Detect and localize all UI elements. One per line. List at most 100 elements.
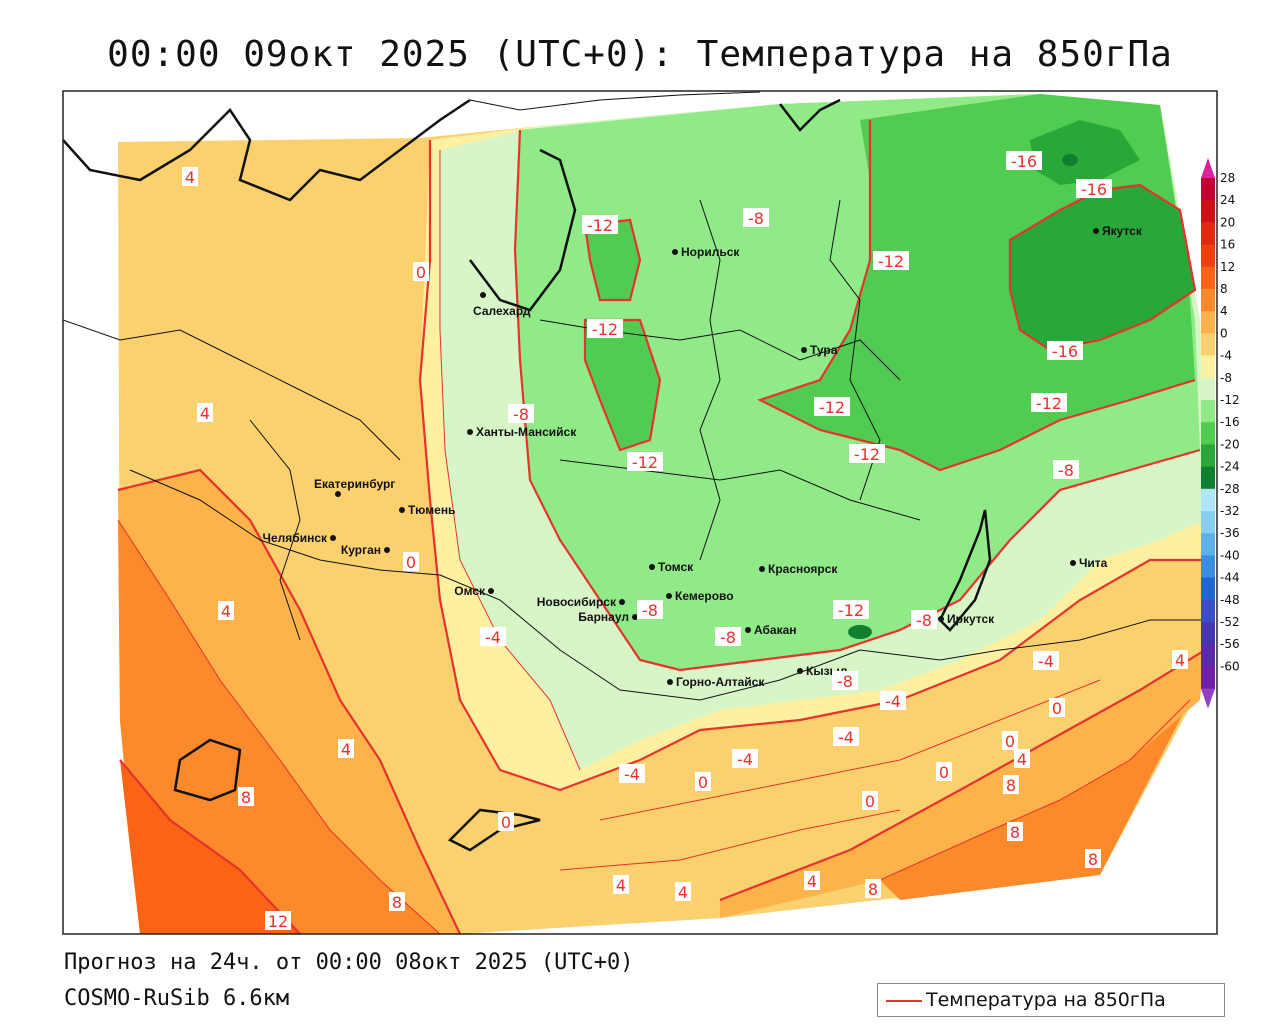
isotherm-label-bg [743,208,769,227]
colorbar-segment [1201,444,1215,468]
colorbar-segment [1201,466,1215,490]
isotherm-label-bg [197,403,213,422]
isotherm-label: 8 [392,893,402,912]
colorbar-segment [1201,599,1215,623]
city-label: Омск [454,584,486,598]
isotherm-label: -12 [592,320,618,339]
isotherm-label: -8 [748,209,764,228]
isotherm-label-bg [582,215,618,234]
city-dot [938,616,944,622]
city-dot [672,249,678,255]
colorbar-segment [1201,333,1215,357]
colorbar-segment [1201,266,1215,290]
city-label: Красноярск [768,562,838,576]
isotherm-label: -12 [838,601,864,620]
colorbar-tick-label: -60 [1220,659,1240,673]
colorbar-tick-label: -12 [1220,393,1240,407]
isotherm-label: -12 [587,216,613,235]
isotherm-label: 8 [241,788,251,807]
isotherm-label: -16 [1052,342,1078,361]
isotherm-label: 0 [1005,732,1015,751]
isotherm-label: -4 [885,692,901,711]
city-label: Салехард [473,304,531,318]
isotherm-label-bg [338,739,354,758]
isotherm-label: -4 [485,628,501,647]
colorbar-segment [1201,488,1215,512]
isotherm-label-bg [1014,749,1030,768]
colorbar-segment [1201,533,1215,556]
map-frame [62,90,1218,935]
colorbar-segment [1201,244,1215,268]
city-label: Тура [810,343,838,357]
isotherm-label: 0 [501,813,511,832]
isotherm-label: -4 [838,728,854,747]
isotherm-label: -16 [1081,180,1107,199]
isotherm-label-bg [911,610,937,629]
isotherm-label: -8 [513,405,529,424]
isotherm-label-bg [413,262,429,281]
colorbar-tick-label: -28 [1220,482,1240,496]
city-dot [666,593,672,599]
colorbar-tick-label: 16 [1220,238,1235,252]
city-dot [619,599,625,605]
isotherm-label: -4 [737,750,753,769]
isotherm-label: 8 [1010,823,1020,842]
isotherm-label: 0 [865,792,875,811]
forecast-info: Прогноз на 24ч. от 00:00 08окт 2025 (UTC… [64,950,634,975]
city-label: Иркутск [947,612,995,626]
colorbar-tick-label: -32 [1220,504,1240,518]
isotherm-label-bg [1076,179,1112,198]
colorbar-top-arrow [1201,158,1215,178]
city-label: Екатеринбург [314,477,395,491]
isotherm-label: -12 [878,252,904,271]
city-label: Курган [341,543,381,557]
isotherm-label-bg [936,762,952,781]
isotherm-label: -12 [632,453,658,472]
city-label: Новосибирск [537,595,617,609]
isotherm-label-bg [1031,393,1067,412]
city-dot [488,588,494,594]
isotherm-label: 0 [416,263,426,282]
isotherm-label-bg [403,552,419,571]
isotherm-label: -16 [1011,152,1037,171]
zone-minus16 [1010,185,1195,350]
city-dot [632,614,638,620]
city-label: Норильск [681,245,740,259]
isotherm-label-bg [498,812,514,831]
isotherm-label-bg [238,787,254,806]
city-label: Тюмень [408,503,455,517]
isotherm-label-bg [218,601,234,620]
city-dot [667,679,673,685]
city-dot [1070,560,1076,566]
isotherm-label-bg [1047,341,1083,360]
city-dot [480,292,486,298]
colorbar-tick-label: 24 [1220,193,1235,207]
isotherm-label-bg [182,167,198,186]
isotherm-label-bg [675,882,691,901]
isotherm-label-bg [880,691,906,710]
colorbar-tick-label: -24 [1220,460,1240,474]
city-dot [649,564,655,570]
map-title: 00:00 09окт 2025 (UTC+0): Температура на… [107,34,1173,75]
city-label: Якутск [1102,224,1143,238]
isotherm-label-bg [637,600,663,619]
colorbar-segment [1201,511,1215,534]
colorbar-segment [1201,200,1215,223]
colorbar: 28 24 20 16 12 8 4 0 -4 -8 -12 -16 -20 -24 -28 -32 -36 -4… [1201,158,1240,709]
colorbar-tick-label: -48 [1220,593,1240,607]
colorbar-tick-label: -40 [1220,548,1240,562]
colorbar-segment [1201,644,1215,667]
isotherm-label-bg [613,875,629,894]
colorbar-segment [1201,355,1215,379]
colorbar-segment [1201,422,1215,445]
colorbar-tick-label: 4 [1220,304,1228,318]
colorbar-segment [1201,400,1215,423]
model-name: COSMO-RuSib 6.6км [64,986,290,1011]
colorbar-tick-label: -36 [1220,526,1240,540]
city-dot [335,491,341,497]
isotherm-label-bg [1006,151,1042,170]
city-dot [384,547,390,553]
isotherm-label: 12 [268,912,288,931]
